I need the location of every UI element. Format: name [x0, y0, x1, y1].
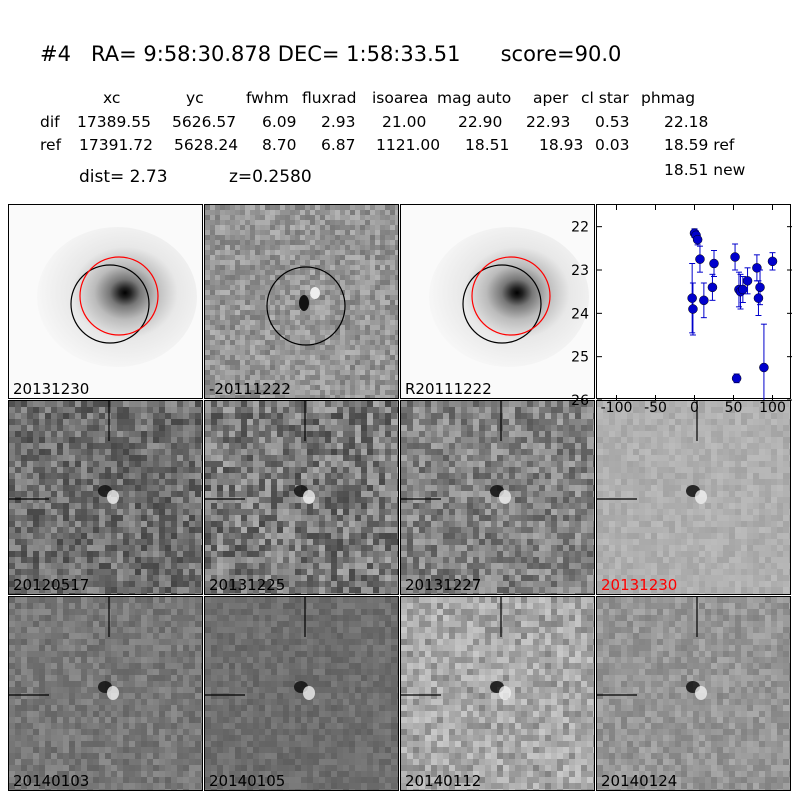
- dif-aper: 22.93: [526, 113, 571, 131]
- ref-phmag: 18.59 ref: [664, 136, 735, 154]
- image-panel: R20111222: [400, 204, 595, 399]
- data-point: [755, 282, 765, 293]
- image-stamp: [205, 205, 398, 398]
- y-tick-label: 26: [571, 393, 589, 409]
- x-tick-label: -50: [644, 400, 667, 416]
- row-dif-label: dif: [40, 113, 60, 131]
- ref-aper: 18.93: [539, 136, 584, 154]
- data-point: [687, 293, 697, 303]
- image-date-label: 20140112: [405, 772, 482, 790]
- image-stamp: [205, 401, 398, 594]
- ref-yc: 5628.24: [174, 136, 239, 154]
- image-panel: 20131225: [204, 400, 399, 595]
- data-point: [688, 304, 698, 314]
- dif-isoarea: 21.00: [382, 113, 427, 131]
- ra-text: RA= 9:58:30.878: [91, 42, 272, 66]
- image-panel: -20111222: [204, 204, 399, 399]
- x-tick-label: 100: [759, 400, 786, 416]
- ref-fluxrad: 6.87: [321, 136, 356, 154]
- image-stamp: [401, 597, 594, 790]
- image-panel: 20131230: [8, 204, 203, 399]
- dec-text: DEC= 1:58:33.51: [277, 42, 461, 66]
- light-curve-plot: 22 23 24 25 26 -100 -50 0 50 100: [571, 204, 792, 416]
- header-fwhm: fwhm: [246, 89, 289, 107]
- image-stamp: [9, 597, 202, 790]
- candidate-id: #4: [40, 42, 71, 66]
- header-xc: xc: [103, 89, 121, 107]
- image-stamp: [597, 597, 790, 790]
- image-date-label: 20140124: [601, 772, 678, 790]
- image-panel: 20140124: [596, 596, 791, 791]
- ref-xc: 17391.72: [79, 136, 153, 154]
- dif-mag-auto: 22.90: [458, 113, 503, 131]
- dif-phmag: 22.18: [664, 113, 709, 131]
- dif-fwhm: 6.09: [262, 113, 297, 131]
- header-aper: aper: [533, 89, 569, 107]
- ref-mag-auto: 18.51: [465, 136, 510, 154]
- header-yc: yc: [186, 89, 204, 107]
- data-point: [753, 293, 764, 303]
- ref-cl-star: 0.03: [595, 136, 630, 154]
- image-date-label: 20131227: [405, 576, 482, 594]
- data-point: [695, 254, 705, 264]
- x-tick-label: 0: [690, 400, 699, 416]
- title-line: #4 RA= 9:58:30.878 DEC= 1:58:33.51 score…: [40, 42, 621, 66]
- x-tick-label: 50: [725, 400, 743, 416]
- ref-isoarea: 1121.00: [376, 136, 441, 154]
- header-isoarea: isoarea: [372, 89, 429, 107]
- data-point: [759, 362, 769, 373]
- score-text: score=90.0: [500, 42, 622, 66]
- image-date-label: 20120517: [13, 576, 90, 594]
- dif-fluxrad: 2.93: [321, 113, 356, 131]
- image-date-label: 20131230: [601, 576, 678, 594]
- image-date-label: -20111222: [209, 380, 291, 398]
- y-tick-label: 25: [571, 350, 589, 366]
- new-phmag: 18.51 new: [664, 161, 746, 179]
- image-date-label: 20140103: [13, 772, 90, 790]
- image-panel: 20131227: [400, 400, 595, 595]
- image-date-label: R20111222: [405, 380, 492, 398]
- image-stamp: [205, 597, 398, 790]
- dif-yc: 5626.57: [172, 113, 237, 131]
- image-panel: 20140103: [8, 596, 203, 791]
- image-stamp: [9, 401, 202, 594]
- image-panel: 20140112: [400, 596, 595, 791]
- data-point: [707, 282, 718, 293]
- image-stamp: [9, 205, 202, 398]
- x-tick-label: -100: [601, 400, 633, 416]
- y-tick-label: 22: [571, 220, 589, 236]
- data-point: [731, 373, 742, 384]
- data-point: [767, 256, 778, 267]
- image-stamp: [401, 401, 594, 594]
- data-point: [738, 284, 748, 295]
- dif-cl-star: 0.53: [595, 113, 630, 131]
- dif-xc: 17389.55: [77, 113, 151, 131]
- data-point: [699, 295, 709, 306]
- image-stamp: [597, 401, 790, 594]
- y-tick-label: 24: [571, 306, 589, 322]
- header-fluxrad: fluxrad: [302, 89, 357, 107]
- row-ref-label: ref: [40, 136, 62, 154]
- image-date-label: 20131225: [209, 576, 286, 594]
- image-panel: 20131230: [596, 400, 791, 595]
- header-cl-star: cl star: [581, 89, 629, 107]
- image-stamp: [401, 205, 594, 398]
- header-phmag: phmag: [641, 89, 696, 107]
- data-point: [692, 234, 703, 245]
- y-tick-label: 23: [571, 263, 589, 279]
- image-date-label: 20131230: [13, 380, 90, 398]
- data-point: [709, 258, 719, 269]
- header-mag-auto: mag auto: [437, 89, 512, 107]
- image-date-label: 20140105: [209, 772, 286, 790]
- ref-fwhm: 8.70: [262, 136, 297, 154]
- z-text: z=0.2580: [229, 167, 312, 187]
- dist-text: dist= 2.73: [79, 167, 168, 187]
- data-point: [742, 276, 753, 286]
- light-curve-svg: 22 23 24 25 26 -100 -50 0 50 100: [571, 205, 792, 416]
- image-panel: 20140105: [204, 596, 399, 791]
- image-panel: 20120517: [8, 400, 203, 595]
- data-point: [730, 252, 740, 262]
